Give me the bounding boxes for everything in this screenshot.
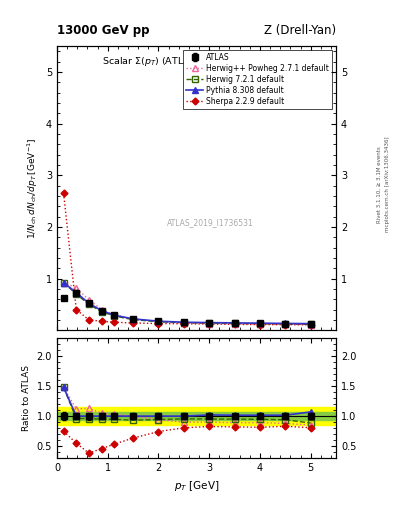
Pythia 8.308 default [232, 320, 237, 326]
Herwig++ Powheg 2.7.1 default [86, 296, 91, 303]
Sherpa 2.2.9 default [131, 320, 136, 326]
Y-axis label: $1/N_\mathrm{ch}\,dN_\mathrm{ch}/dp_T\,[\mathrm{GeV}^{-1}]$: $1/N_\mathrm{ch}\,dN_\mathrm{ch}/dp_T\,[… [26, 138, 40, 239]
Sherpa 2.2.9 default [207, 321, 211, 327]
Sherpa 2.2.9 default [61, 190, 66, 197]
Herwig 7.2.1 default [182, 319, 186, 326]
Pythia 8.308 default [86, 301, 91, 307]
Pythia 8.308 default [156, 318, 161, 324]
Pythia 8.308 default [99, 308, 104, 314]
Line: Herwig++ Powheg 2.7.1 default: Herwig++ Powheg 2.7.1 default [61, 280, 314, 327]
Sherpa 2.2.9 default [257, 322, 262, 328]
Herwig 7.2.1 default [156, 318, 161, 325]
Herwig++ Powheg 2.7.1 default [131, 316, 136, 322]
Herwig 7.2.1 default [61, 280, 66, 286]
Herwig++ Powheg 2.7.1 default [232, 321, 237, 327]
Herwig++ Powheg 2.7.1 default [207, 321, 211, 327]
Herwig++ Powheg 2.7.1 default [308, 322, 313, 328]
Herwig 7.2.1 default [112, 313, 117, 319]
Herwig 7.2.1 default [99, 309, 104, 315]
Sherpa 2.2.9 default [112, 319, 117, 325]
Herwig++ Powheg 2.7.1 default [182, 320, 186, 326]
Pythia 8.308 default [131, 316, 136, 322]
Sherpa 2.2.9 default [308, 322, 313, 328]
Pythia 8.308 default [283, 321, 288, 327]
Pythia 8.308 default [61, 280, 66, 286]
Text: ATLAS_2019_I1736531: ATLAS_2019_I1736531 [167, 218, 254, 227]
Pythia 8.308 default [257, 320, 262, 326]
Herwig++ Powheg 2.7.1 default [74, 285, 79, 291]
Herwig++ Powheg 2.7.1 default [99, 307, 104, 313]
Herwig 7.2.1 default [131, 316, 136, 323]
Herwig++ Powheg 2.7.1 default [112, 312, 117, 318]
Text: Rivet 3.1.10, ≥ 3.1M events: Rivet 3.1.10, ≥ 3.1M events [377, 146, 382, 223]
Line: Sherpa 2.2.9 default: Sherpa 2.2.9 default [61, 191, 313, 327]
Sherpa 2.2.9 default [232, 321, 237, 327]
Bar [57, 412, 336, 420]
Herwig++ Powheg 2.7.1 default [283, 321, 288, 327]
Pythia 8.308 default [308, 321, 313, 327]
Herwig++ Powheg 2.7.1 default [156, 318, 161, 325]
Pythia 8.308 default [207, 319, 211, 326]
Pythia 8.308 default [182, 319, 186, 325]
Herwig++ Powheg 2.7.1 default [61, 280, 66, 286]
Herwig 7.2.1 default [257, 321, 262, 327]
Herwig 7.2.1 default [207, 320, 211, 326]
Sherpa 2.2.9 default [74, 307, 79, 313]
Pythia 8.308 default [74, 289, 79, 295]
Sherpa 2.2.9 default [283, 322, 288, 328]
Herwig 7.2.1 default [308, 321, 313, 327]
Y-axis label: Ratio to ATLAS: Ratio to ATLAS [22, 365, 31, 431]
Sherpa 2.2.9 default [99, 318, 104, 324]
Herwig 7.2.1 default [283, 321, 288, 327]
Legend: ATLAS, Herwig++ Powheg 2.7.1 default, Herwig 7.2.1 default, Pythia 8.308 default: ATLAS, Herwig++ Powheg 2.7.1 default, He… [184, 50, 332, 109]
Pythia 8.308 default [112, 312, 117, 318]
Text: Z (Drell-Yan): Z (Drell-Yan) [264, 24, 336, 37]
Text: Scalar $\Sigma(p_T)$ (ATLAS UE in Z production): Scalar $\Sigma(p_T)$ (ATLAS UE in Z prod… [102, 55, 291, 68]
Line: Pythia 8.308 default: Pythia 8.308 default [61, 280, 314, 327]
Sherpa 2.2.9 default [156, 321, 161, 327]
Text: 13000 GeV pp: 13000 GeV pp [57, 24, 149, 37]
Herwig 7.2.1 default [86, 302, 91, 308]
Sherpa 2.2.9 default [86, 317, 91, 323]
Line: Herwig 7.2.1 default: Herwig 7.2.1 default [61, 280, 314, 327]
X-axis label: $p_T$ [GeV]: $p_T$ [GeV] [174, 479, 219, 493]
Text: mcplots.cern.ch [arXiv:1306.3436]: mcplots.cern.ch [arXiv:1306.3436] [385, 137, 389, 232]
Bar [57, 407, 336, 425]
Herwig 7.2.1 default [232, 321, 237, 327]
Herwig 7.2.1 default [74, 291, 79, 297]
Herwig++ Powheg 2.7.1 default [257, 321, 262, 327]
Sherpa 2.2.9 default [182, 321, 186, 327]
